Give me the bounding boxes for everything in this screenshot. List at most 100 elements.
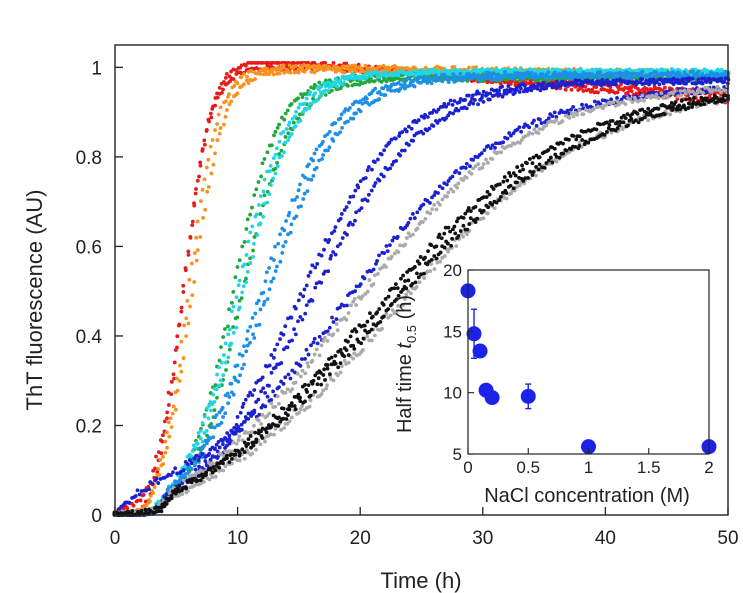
- data-point: [227, 347, 232, 352]
- data-point: [439, 236, 444, 241]
- data-point: [525, 161, 529, 166]
- data-point: [304, 283, 309, 288]
- data-point: [263, 390, 267, 395]
- data-point: [342, 208, 347, 212]
- data-point: [563, 83, 568, 88]
- data-point: [302, 101, 307, 106]
- data-point: [557, 155, 562, 160]
- data-point: [520, 163, 524, 168]
- data-point: [374, 262, 378, 266]
- data-point: [212, 408, 217, 412]
- data-point: [239, 63, 244, 68]
- data-point: [293, 114, 297, 119]
- data-point: [186, 321, 191, 326]
- data-point: [656, 96, 661, 101]
- data-point: [536, 131, 541, 135]
- data-point: [245, 337, 249, 342]
- data-point: [254, 187, 259, 192]
- data-point: [333, 361, 338, 366]
- data-point: [389, 137, 394, 142]
- data-point: [635, 80, 640, 85]
- data-point: [287, 135, 292, 139]
- data-point: [283, 111, 288, 116]
- data-point: [246, 417, 251, 421]
- data-point: [388, 243, 392, 248]
- data-point: [594, 81, 599, 86]
- data-point: [352, 296, 357, 301]
- data-point: [678, 81, 683, 86]
- data-point: [239, 422, 244, 427]
- data-point: [490, 157, 495, 161]
- data-point: [677, 71, 682, 76]
- data-point: [172, 376, 176, 381]
- data-point: [377, 307, 382, 311]
- data-point: [561, 141, 565, 146]
- data-point: [631, 75, 636, 80]
- data-point: [533, 72, 538, 77]
- data-point: [181, 468, 186, 473]
- data-point: [389, 254, 394, 259]
- data-point: [354, 111, 359, 116]
- data-point: [258, 72, 263, 77]
- data-point: [311, 66, 316, 70]
- data-point: [429, 81, 434, 86]
- data-point: [260, 61, 265, 65]
- data-point: [315, 98, 320, 102]
- data-point: [485, 80, 490, 85]
- data-point: [205, 189, 210, 194]
- data-point: [190, 261, 194, 266]
- data-point: [342, 303, 346, 308]
- data-point: [237, 305, 242, 310]
- data-point: [575, 112, 580, 117]
- data-point: [444, 104, 449, 109]
- data-point: [222, 122, 226, 127]
- data-point: [318, 94, 322, 99]
- data-point: [283, 390, 288, 395]
- data-point: [165, 445, 169, 450]
- data-point: [497, 182, 502, 187]
- data-point: [302, 287, 307, 292]
- data-point: [235, 363, 240, 368]
- data-point: [472, 98, 477, 102]
- data-point: [372, 184, 377, 188]
- data-point: [324, 386, 329, 391]
- data-point: [432, 193, 437, 198]
- data-point: [244, 276, 248, 281]
- data-point: [640, 73, 644, 78]
- data-point: [417, 280, 422, 285]
- data-point: [544, 86, 548, 91]
- data-point: [236, 379, 241, 384]
- data-point: [354, 284, 359, 289]
- data-point: [200, 187, 205, 192]
- data-point: [311, 96, 315, 101]
- data-point: [335, 328, 340, 333]
- data-point: [153, 466, 157, 471]
- data-point: [298, 364, 303, 368]
- data-point: [365, 66, 370, 71]
- data-point: [223, 114, 228, 119]
- data-point: [586, 140, 591, 145]
- data-point: [713, 88, 718, 93]
- data-point: [262, 177, 267, 182]
- data-point: [302, 191, 307, 196]
- data-point: [446, 179, 451, 183]
- data-point: [254, 447, 258, 452]
- data-point: [179, 305, 184, 310]
- data-point: [252, 410, 257, 415]
- data-point: [346, 84, 350, 88]
- data-point: [263, 69, 268, 74]
- data-point: [271, 356, 276, 360]
- data-point: [258, 442, 263, 447]
- data-point: [248, 212, 253, 217]
- data-point: [168, 416, 173, 421]
- data-point: [244, 227, 249, 231]
- data-point: [526, 176, 530, 180]
- data-point: [265, 150, 270, 155]
- data-point: [331, 332, 336, 337]
- data-point: [164, 501, 169, 506]
- data-point: [532, 76, 537, 81]
- data-point: [407, 143, 411, 147]
- data-point: [235, 448, 240, 453]
- data-point: [412, 265, 417, 269]
- data-point: [269, 353, 274, 357]
